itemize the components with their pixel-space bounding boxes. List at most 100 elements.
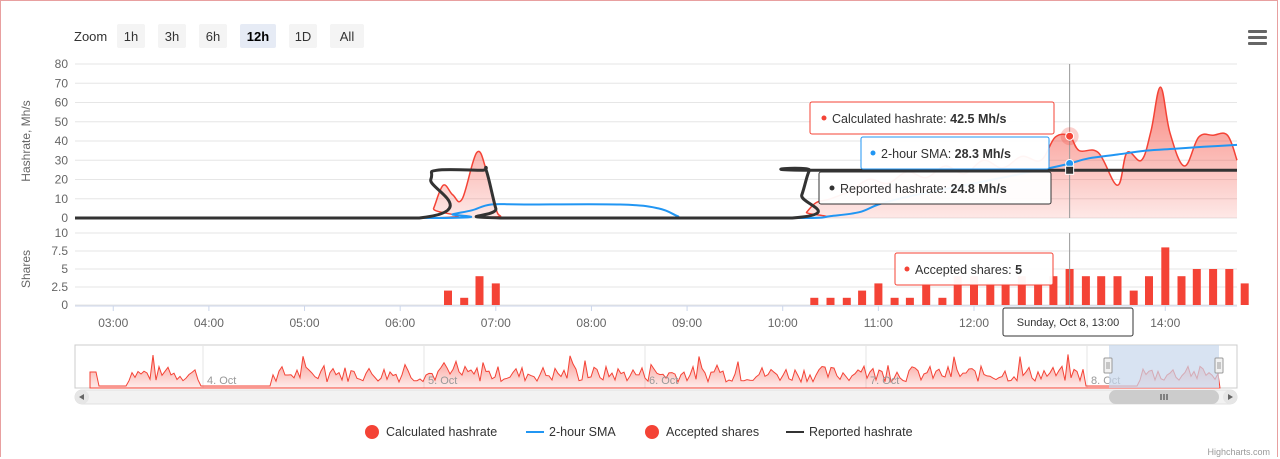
legend-item[interactable]: Calculated hashrate: [365, 425, 497, 439]
zoom-button-12h[interactable]: 12h: [240, 24, 276, 48]
navigator-mask[interactable]: [1109, 345, 1219, 388]
legend: Calculated hashrate 2-hour SMA Accepted sh…: [365, 425, 913, 439]
y-tick-label: 10: [55, 192, 69, 206]
share-bar[interactable]: [1145, 276, 1153, 305]
zoom-button-6h[interactable]: 6h: [199, 24, 227, 48]
share-bar[interactable]: [1129, 290, 1138, 305]
y-tick-label: 50: [55, 115, 69, 129]
hover-layer: [1060, 64, 1079, 305]
zoom-button-3h[interactable]: 3h: [158, 24, 186, 48]
legend-item[interactable]: Accepted shares: [645, 425, 759, 439]
share-bar[interactable]: [460, 297, 469, 305]
hashrate-axis-title: Hashrate, Mh/s: [19, 100, 33, 181]
shares-axis-title: Shares: [19, 250, 33, 288]
scrollbar-left-arrow[interactable]: [75, 390, 89, 404]
share-bar[interactable]: [810, 297, 819, 305]
y-tick-label: 30: [55, 153, 69, 167]
navigator-series: [89, 354, 1221, 389]
y-tick-label: 7.5: [51, 244, 68, 258]
arrow-right-icon: [1228, 394, 1233, 400]
tooltip-sma-label: 2-hour SMA:: [881, 147, 955, 161]
share-bar[interactable]: [905, 297, 914, 305]
share-bar[interactable]: [1192, 269, 1201, 305]
y-tick-label: 60: [55, 96, 69, 110]
y-tick-label: 0: [61, 298, 68, 312]
navigator[interactable]: 4. Oct 5. Oct 6. Oct 7. Oct 8. Oct: [74, 344, 1238, 389]
tooltip-shares: Accepted shares: 5: [894, 252, 1054, 286]
share-bar[interactable]: [970, 276, 978, 305]
share-bar[interactable]: [1001, 283, 1010, 305]
x-tick-label: 06:00: [385, 316, 415, 330]
tooltip-reported-value: 24.8 Mh/s: [951, 182, 1007, 196]
x-tick-label: 05:00: [290, 316, 320, 330]
svg-text:Calculated hashrate: 42.5 Mh/s: Calculated hashrate: 42.5 Mh/s: [832, 112, 1006, 126]
credits[interactable]: Highcharts.com: [1207, 447, 1270, 457]
share-bar[interactable]: [922, 283, 931, 305]
tooltip-sma-value: 28.3 Mh/s: [955, 147, 1011, 161]
legend-item[interactable]: Reported hashrate: [786, 425, 913, 439]
share-bar[interactable]: [1225, 269, 1234, 305]
zoom-button-1D[interactable]: 1D: [289, 24, 317, 48]
share-bar[interactable]: [953, 276, 962, 305]
x-tick-label: 12:00: [959, 316, 989, 330]
x-tick-label: 04:00: [194, 316, 224, 330]
sma-line: [75, 143, 1238, 220]
share-bar[interactable]: [826, 297, 835, 305]
navigator-date-label: 7. Oct: [870, 375, 899, 387]
legend-circle-icon: [365, 425, 379, 439]
share-bar[interactable]: [491, 283, 500, 305]
share-bar[interactable]: [842, 297, 851, 305]
share-bar[interactable]: [444, 290, 452, 305]
share-bar[interactable]: [986, 283, 995, 305]
zoom-button-label: All: [340, 29, 355, 44]
x-tick-label: 08:00: [576, 316, 606, 330]
svg-text:Reported hashrate: 24.8 Mh/s: Reported hashrate: 24.8 Mh/s: [840, 182, 1007, 196]
navigator-date-label: 6. Oct: [649, 375, 678, 387]
share-bar[interactable]: [858, 290, 867, 305]
reported-marker: [1065, 165, 1075, 175]
zoom-button-All[interactable]: All: [330, 24, 364, 48]
tooltip-sma: 2-hour SMA: 28.3 Mh/s: [860, 136, 1050, 170]
y-tick-label: 80: [55, 57, 69, 71]
share-bar[interactable]: [1097, 276, 1106, 305]
legend-label: Accepted shares: [666, 425, 759, 439]
y-tick-label: 5: [61, 262, 68, 276]
navigator-date-label: 5. Oct: [428, 375, 457, 387]
zoom-label: Zoom: [74, 29, 107, 44]
navigator-handle-left[interactable]: [1103, 357, 1113, 374]
share-bar[interactable]: [1209, 269, 1218, 305]
share-bar[interactable]: [1240, 283, 1249, 305]
shares-panel: 0 2.5 5 7.5 10 Shares 03:00 04:00 05:00 06:00 07…: [19, 226, 1249, 330]
y-tick-label: 2.5: [51, 280, 68, 294]
scrollbar[interactable]: [74, 389, 1238, 405]
x-tick-label: 11:00: [864, 316, 893, 330]
zoom-button-label: 12h: [247, 29, 269, 44]
tooltip-reported: Reported hashrate: 24.8 Mh/s: [818, 171, 1052, 205]
share-bar[interactable]: [938, 297, 947, 305]
share-bar[interactable]: [1113, 276, 1122, 305]
range-selector: Zoom 1h 3h 6h 12h 1D All: [74, 24, 364, 48]
share-bar[interactable]: [1177, 276, 1186, 305]
share-bar[interactable]: [1034, 283, 1043, 305]
navigator-handle-right[interactable]: [1214, 357, 1224, 374]
hamburger-icon[interactable]: [1248, 30, 1267, 45]
tooltip-reported-label: Reported hashrate:: [840, 182, 951, 196]
zoom-button-label: 1D: [295, 29, 312, 44]
tooltip-shares-label: Accepted shares:: [915, 263, 1015, 277]
share-bar[interactable]: [890, 297, 899, 305]
share-bar[interactable]: [1081, 276, 1090, 305]
tooltip-shares-value: 5: [1015, 263, 1022, 277]
share-bar[interactable]: [1049, 276, 1058, 305]
share-bar[interactable]: [1161, 247, 1170, 305]
share-bar[interactable]: [874, 283, 883, 305]
navigator-date-label: 4. Oct: [207, 375, 236, 387]
share-bar[interactable]: [1017, 276, 1026, 305]
legend-label: Reported hashrate: [809, 425, 913, 439]
zoom-button-1h[interactable]: 1h: [117, 24, 145, 48]
tooltip-hashrate-value: 42.5 Mh/s: [950, 112, 1006, 126]
share-bar[interactable]: [475, 276, 484, 305]
scrollbar-right-arrow[interactable]: [1223, 390, 1237, 404]
x-tick-label: 14:00: [1150, 316, 1180, 330]
legend-item[interactable]: 2-hour SMA: [526, 425, 616, 439]
